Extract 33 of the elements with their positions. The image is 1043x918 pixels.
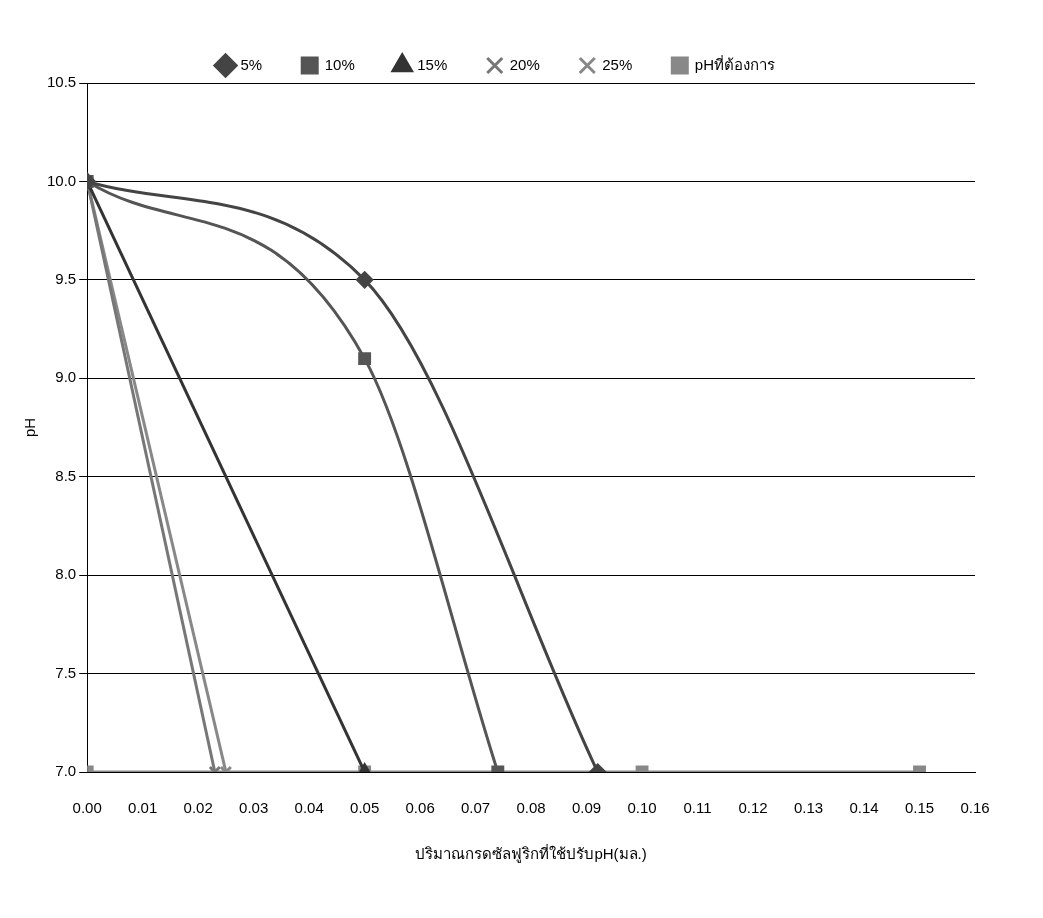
x-axis-title: ปริมาณกรดซัลฟูริกที่ใช้ปรับpH(มล.) xyxy=(415,843,647,864)
y-tick-label: 9.0 xyxy=(55,368,77,386)
x-tick-label: 0.03 xyxy=(239,799,269,817)
x-tick-label: 0.08 xyxy=(516,799,546,817)
legend-label: 20% xyxy=(509,55,540,73)
y-tick-label: 8.5 xyxy=(55,466,77,484)
y-tick-label: 7.5 xyxy=(55,663,77,681)
x-tick-label: 0.05 xyxy=(350,799,380,817)
y-tick-label: 10.0 xyxy=(46,171,77,189)
x-tick-label: 0.09 xyxy=(571,799,602,817)
legend-label: 15% xyxy=(417,55,448,73)
legend-label: 10% xyxy=(324,55,355,73)
x-tick-label: 0.01 xyxy=(128,799,158,817)
legend-label: 25% xyxy=(602,55,633,73)
y-tick-label: 9.5 xyxy=(55,270,77,287)
x-tick-label: 0.14 xyxy=(849,799,879,817)
x-tick-label: 0.13 xyxy=(793,799,824,817)
x-tick-label: 0.04 xyxy=(294,799,324,817)
x-tick-label: 0.12 xyxy=(738,799,768,817)
legend-label: pHที่ต้องการ xyxy=(694,53,775,73)
x-tick-label: 0.00 xyxy=(72,799,102,817)
y-tick-label: 10.5 xyxy=(46,73,77,91)
y-tick-label: 7.0 xyxy=(55,762,77,780)
y-axis-title: pH xyxy=(21,417,39,438)
legend-label: 5% xyxy=(240,55,263,73)
x-tick-label: 0.16 xyxy=(960,799,990,817)
x-tick-label: 0.15 xyxy=(904,799,935,817)
x-tick-label: 0.02 xyxy=(183,799,213,817)
x-tick-label: 0.11 xyxy=(683,799,712,817)
x-tick-label: 0.06 xyxy=(405,799,435,817)
x-tick-label: 0.10 xyxy=(627,799,657,817)
x-tick-label: 0.07 xyxy=(461,799,491,817)
y-tick-label: 8.0 xyxy=(55,565,77,583)
